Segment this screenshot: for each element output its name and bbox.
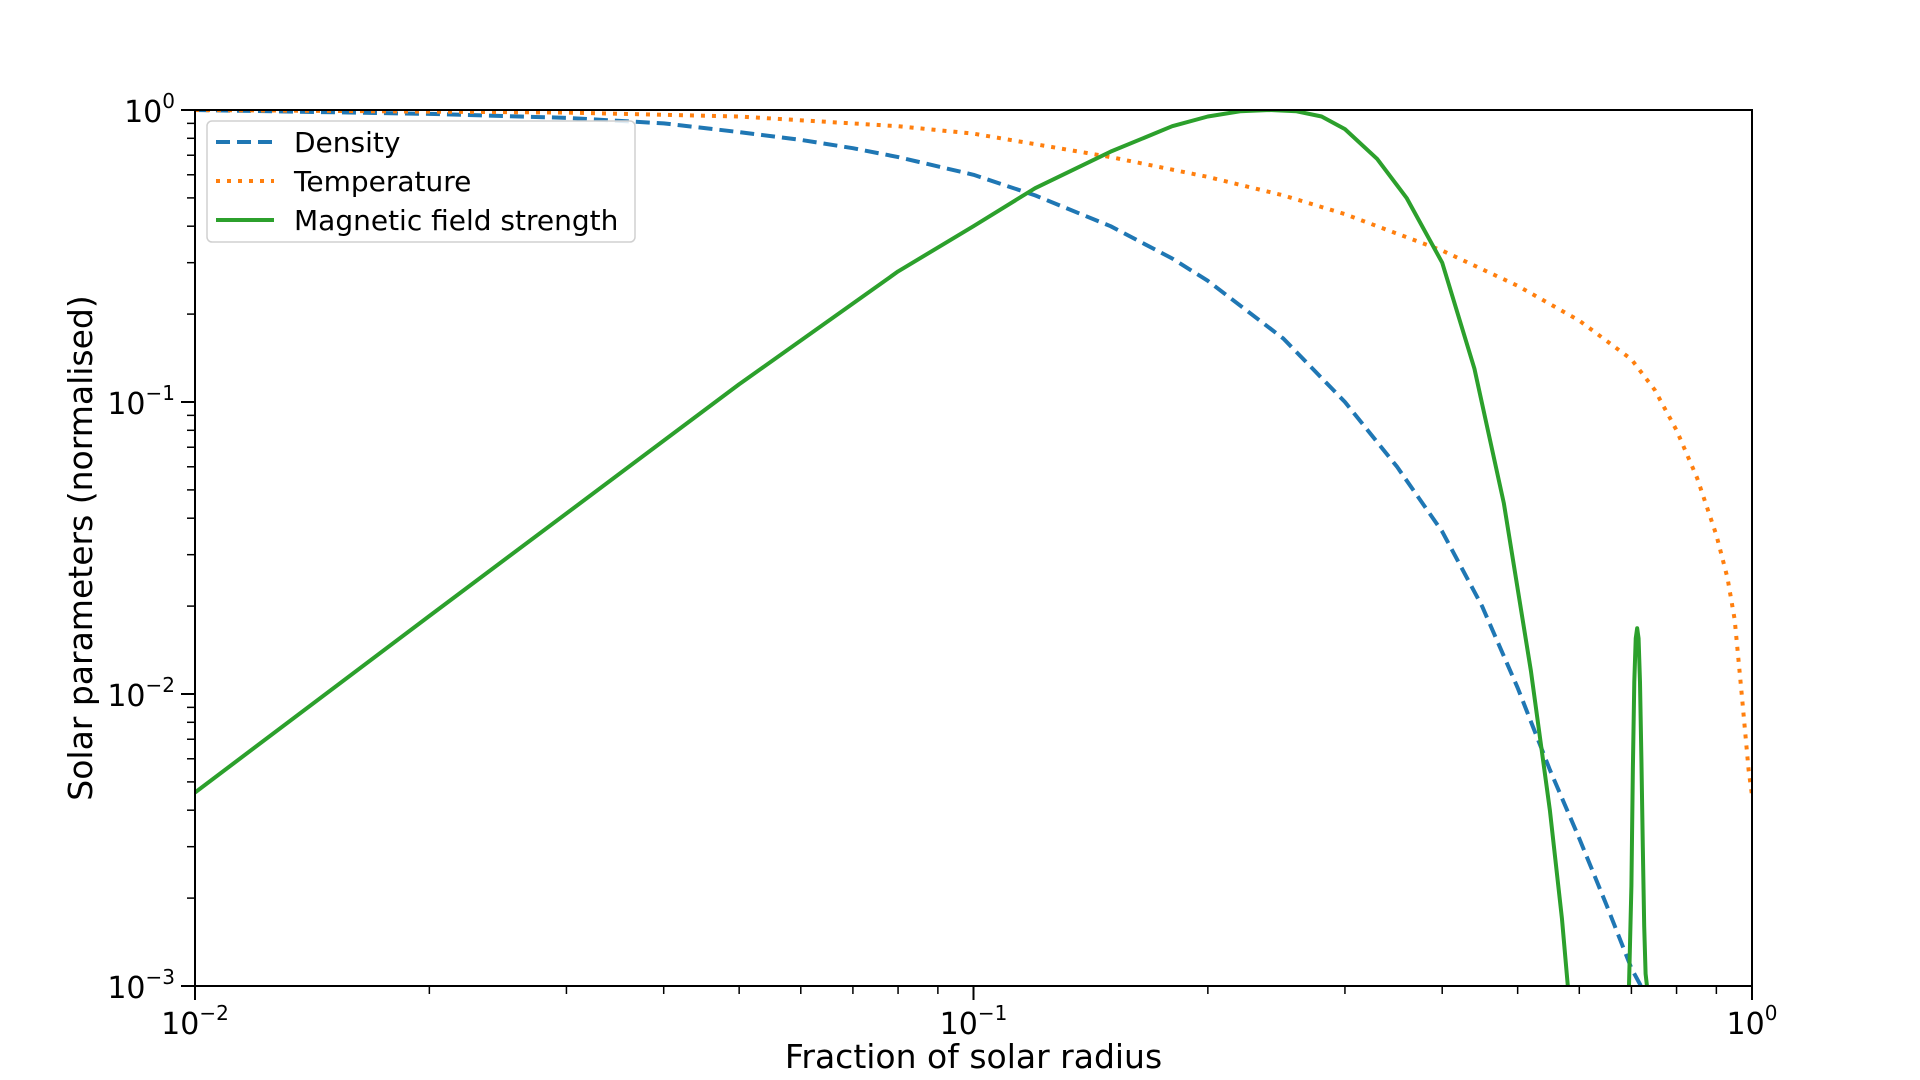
legend-label: Temperature xyxy=(293,165,471,198)
y-tick-label: 10−1 xyxy=(107,381,175,422)
legend-label: Magnetic field strength xyxy=(294,204,618,237)
series-line-magnetic-field-secondary-peak xyxy=(1626,626,1649,986)
legend-box xyxy=(206,120,636,243)
y-axis-label: Solar parameters (normalised) xyxy=(61,295,100,800)
x-tick-label: 10−1 xyxy=(940,1001,1008,1042)
legend-label: Density xyxy=(294,126,400,159)
series-layer xyxy=(195,110,1752,986)
y-tick-label: 10−2 xyxy=(107,673,175,714)
legend: Density Temperature Magnetic field strengt… xyxy=(206,120,636,243)
series-line-density xyxy=(195,110,1643,986)
x-tick-label: 10−2 xyxy=(161,1001,229,1042)
x-tick-label: 100 xyxy=(1727,1001,1778,1042)
x-axis-label: Fraction of solar radius xyxy=(785,1037,1162,1076)
y-tick-label: 10−3 xyxy=(107,965,175,1006)
series-line-magnetic-field-strength xyxy=(195,110,1570,986)
y-tick-label: 100 xyxy=(124,89,175,130)
